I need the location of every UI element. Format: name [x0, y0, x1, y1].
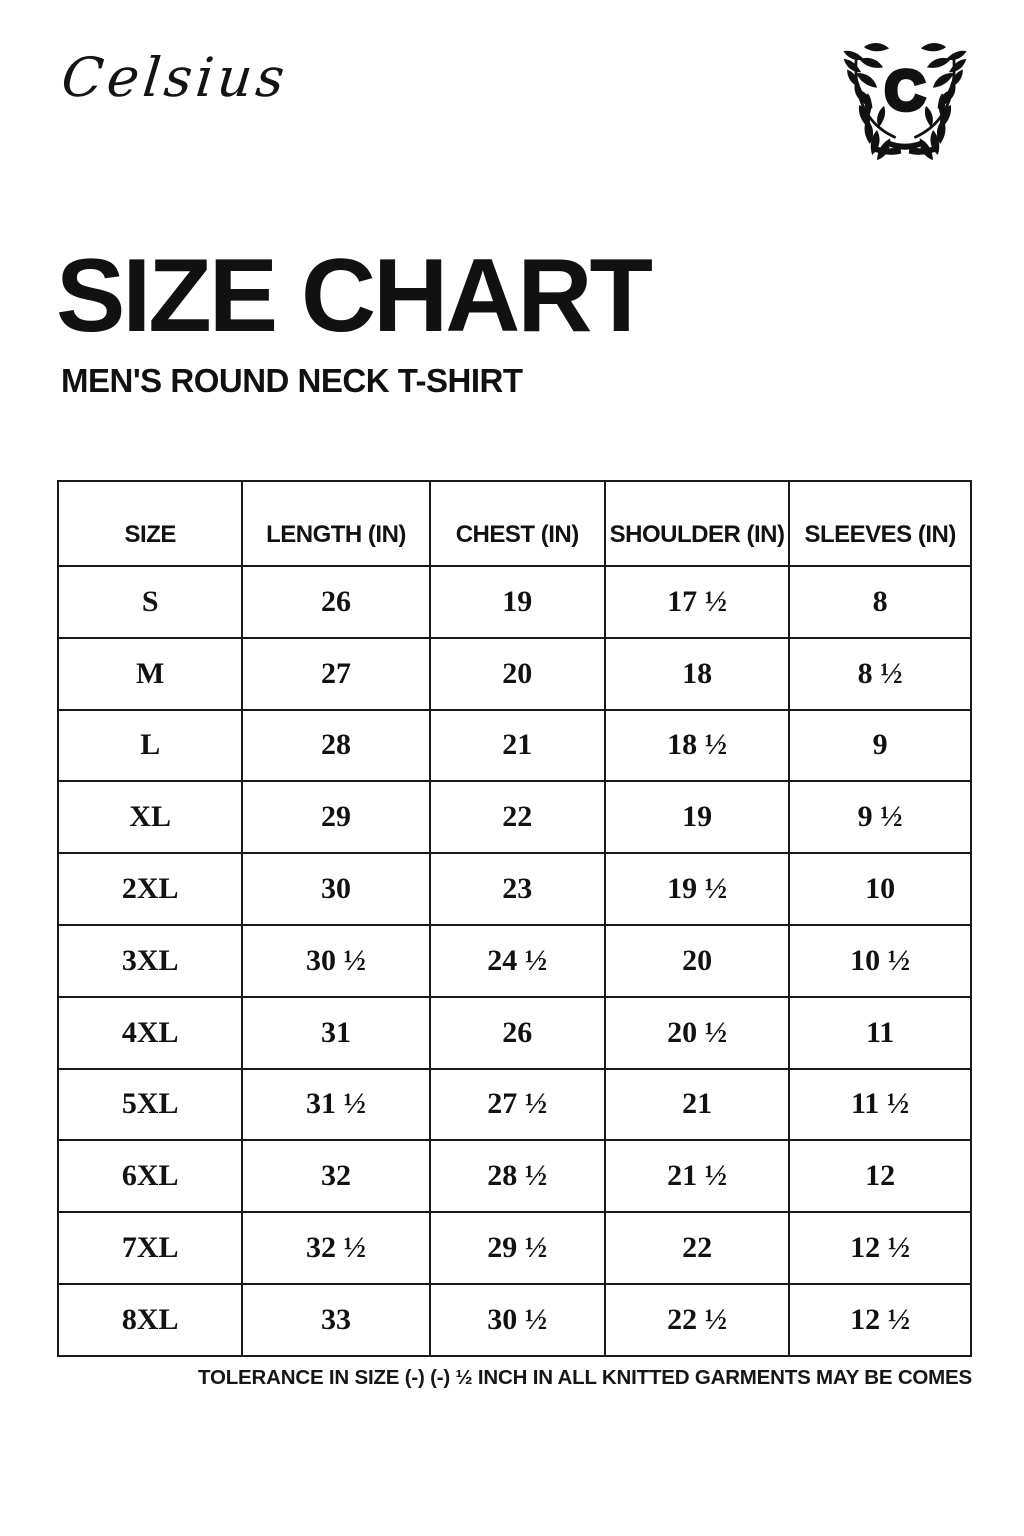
size-cell: 8XL — [56, 1282, 244, 1357]
length-cell: 30 — [241, 852, 431, 926]
sleeves-cell: 12 ½ — [788, 1211, 972, 1285]
size-table-header: SIZE LENGTH (IN) CHEST (IN) SHOULDER (IN… — [56, 480, 972, 567]
chest-cell: 28 ½ — [428, 1139, 606, 1214]
table-row: 6XL 32 28 ½ 21 ½ 12 — [56, 1139, 972, 1214]
tolerance-footnote: TOLERANCE IN SIZE (-) (-) ½ INCH IN ALL … — [198, 1366, 972, 1389]
size-cell: 3XL — [56, 923, 244, 998]
logo-monogram: C — [885, 59, 925, 122]
shoulder-cell: 21 ½ — [603, 1139, 791, 1214]
page-subtitle: MEN'S ROUND NECK T-SHIRT — [61, 362, 523, 399]
column-header-length: LENGTH (IN) — [241, 480, 431, 567]
chest-cell: 27 ½ — [428, 1067, 606, 1142]
column-header-size: SIZE — [56, 480, 244, 567]
sleeves-cell: 10 ½ — [788, 923, 972, 998]
sleeves-cell: 12 — [788, 1139, 972, 1214]
size-cell: S — [56, 565, 244, 639]
chest-cell: 29 ½ — [428, 1211, 606, 1285]
length-cell: 29 — [241, 780, 431, 855]
shoulder-cell: 22 ½ — [603, 1282, 791, 1357]
chest-cell: 22 — [428, 780, 606, 855]
shoulder-cell: 21 — [603, 1067, 791, 1142]
sleeves-cell: 11 — [788, 995, 972, 1070]
table-row: 3XL 30 ½ 24 ½ 20 10 ½ — [56, 923, 972, 998]
size-cell: 5XL — [56, 1067, 244, 1142]
chest-cell: 21 — [428, 708, 606, 783]
length-cell: 27 — [241, 636, 431, 711]
column-header-shoulder: SHOULDER (IN) — [603, 480, 791, 567]
table-row: 2XL 30 23 19 ½ 10 — [56, 852, 972, 926]
length-cell: 32 — [241, 1139, 431, 1214]
shoulder-cell: 22 — [603, 1211, 791, 1285]
sleeves-cell: 12 ½ — [788, 1282, 972, 1357]
length-cell: 33 — [241, 1282, 431, 1357]
laurel-wreath-icon: C — [830, 20, 980, 160]
length-cell: 26 — [241, 565, 431, 639]
chest-cell: 19 — [428, 565, 606, 639]
sleeves-cell: 10 — [788, 852, 972, 926]
length-cell: 32 ½ — [241, 1211, 431, 1285]
chest-cell: 20 — [428, 636, 606, 711]
sleeves-cell: 9 ½ — [788, 780, 972, 855]
length-cell: 30 ½ — [241, 923, 431, 998]
length-cell: 28 — [241, 708, 431, 783]
size-cell: 6XL — [56, 1139, 244, 1214]
size-cell: M — [56, 636, 244, 711]
size-cell: 2XL — [56, 852, 244, 926]
header-row: SIZE LENGTH (IN) CHEST (IN) SHOULDER (IN… — [56, 480, 972, 567]
column-header-sleeves: SLEEVES (IN) — [788, 480, 972, 567]
shoulder-cell: 20 — [603, 923, 791, 998]
size-cell: XL — [56, 780, 244, 855]
shoulder-cell: 20 ½ — [603, 995, 791, 1070]
sleeves-cell: 9 — [788, 708, 972, 783]
table-row: S 26 19 17 ½ 8 — [56, 565, 972, 639]
chest-cell: 23 — [428, 852, 606, 926]
column-header-chest: CHEST (IN) — [428, 480, 606, 567]
chest-cell: 30 ½ — [428, 1282, 606, 1357]
size-cell: 7XL — [56, 1211, 244, 1285]
table-row: 8XL 33 30 ½ 22 ½ 12 ½ — [56, 1282, 972, 1357]
shoulder-cell: 18 ½ — [603, 708, 791, 783]
sleeves-cell: 11 ½ — [788, 1067, 972, 1142]
shoulder-cell: 18 — [603, 636, 791, 711]
size-table-body: S 26 19 17 ½ 8 M 27 20 18 8 ½ L 28 21 18… — [56, 565, 972, 1357]
shoulder-cell: 17 ½ — [603, 565, 791, 639]
table-row: 5XL 31 ½ 27 ½ 21 11 ½ — [56, 1067, 972, 1142]
shoulder-cell: 19 — [603, 780, 791, 855]
length-cell: 31 — [241, 995, 431, 1070]
sleeves-cell: 8 — [788, 565, 972, 639]
chest-cell: 26 — [428, 995, 606, 1070]
chest-cell: 24 ½ — [428, 923, 606, 998]
table-row: 7XL 32 ½ 29 ½ 22 12 ½ — [56, 1211, 972, 1285]
shoulder-cell: 19 ½ — [603, 852, 791, 926]
sleeves-cell: 8 ½ — [788, 636, 972, 711]
table-row: XL 29 22 19 9 ½ — [56, 780, 972, 855]
size-table-container: SIZE LENGTH (IN) CHEST (IN) SHOULDER (IN… — [56, 480, 972, 1357]
size-cell: L — [56, 708, 244, 783]
table-row: L 28 21 18 ½ 9 — [56, 708, 972, 783]
page-title: SIZE CHART — [56, 238, 653, 354]
brand-wordmark: Celsius — [58, 46, 292, 109]
size-cell: 4XL — [56, 995, 244, 1070]
table-row: M 27 20 18 8 ½ — [56, 636, 972, 711]
size-table: SIZE LENGTH (IN) CHEST (IN) SHOULDER (IN… — [56, 480, 972, 1357]
table-row: 4XL 31 26 20 ½ 11 — [56, 995, 972, 1070]
length-cell: 31 ½ — [241, 1067, 431, 1142]
